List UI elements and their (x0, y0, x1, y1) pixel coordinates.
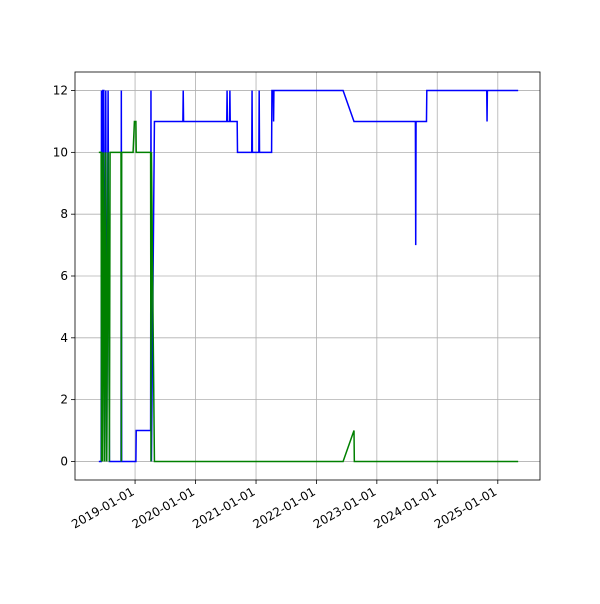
lines (98, 89, 519, 463)
series-line (98, 120, 519, 463)
y-tick-label: 8 (60, 207, 68, 221)
y-tick-label: 0 (60, 454, 68, 468)
y-tick-label: 4 (60, 331, 68, 345)
y-tick-label: 12 (53, 84, 68, 98)
y-tick-label: 2 (60, 393, 68, 407)
y-tick-label: 6 (60, 269, 68, 283)
y-tick-label: 10 (53, 145, 68, 159)
